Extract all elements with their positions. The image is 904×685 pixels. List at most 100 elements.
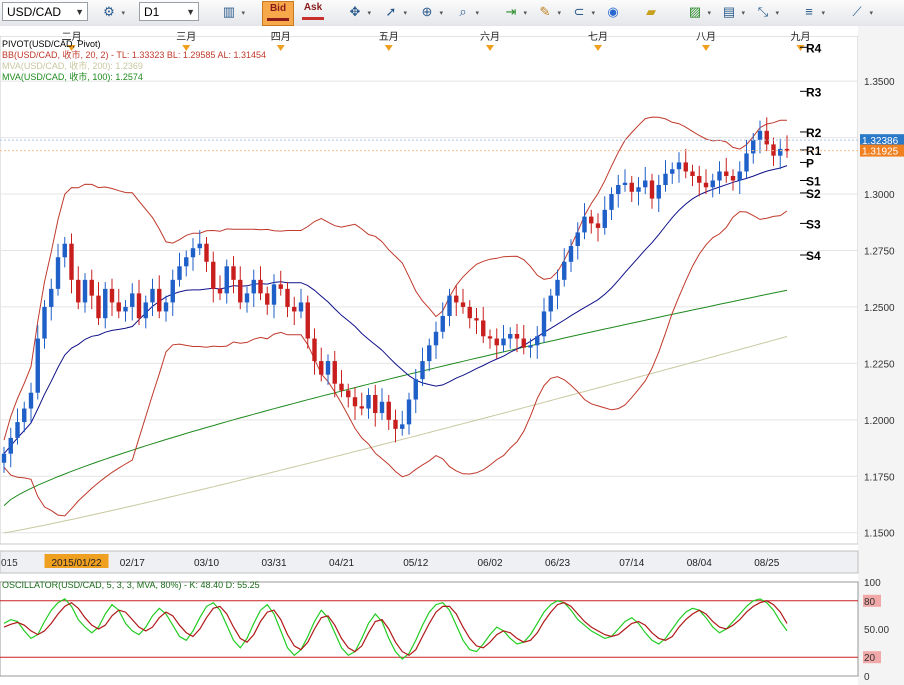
timeframe-select[interactable]: D1 ▼ xyxy=(139,2,199,21)
symbol-select[interactable]: USD/CAD ▼ xyxy=(2,2,88,21)
candle-body xyxy=(656,185,661,199)
candle-body xyxy=(413,379,418,400)
date-label: 07/14 xyxy=(619,558,644,569)
date-axis-bg xyxy=(0,550,859,574)
candle-body xyxy=(82,279,88,303)
candle-body xyxy=(737,171,742,181)
current-date-highlight xyxy=(44,554,109,568)
candle-body xyxy=(136,293,142,319)
bid-button[interactable]: Bid xyxy=(262,1,294,26)
candle-body xyxy=(62,243,67,258)
legend-entry: MVA(USD/CAD, 收市, 100): 1.2574 xyxy=(2,71,143,82)
crosshair-icon[interactable]: ✥ xyxy=(344,1,371,25)
candle-body xyxy=(703,182,709,188)
pivot-label: S1 xyxy=(806,174,821,188)
ask-button[interactable]: Ask xyxy=(298,1,328,24)
candle-body xyxy=(150,288,155,303)
candle-body xyxy=(427,345,432,362)
month-marker-icon xyxy=(796,45,805,51)
candle-body xyxy=(359,406,364,409)
zoom-in-icon[interactable]: ⊕ xyxy=(416,1,443,25)
cursor-icon[interactable]: ➚ xyxy=(380,1,407,25)
ruler-icon[interactable]: ▰ xyxy=(646,4,656,19)
candle-body xyxy=(332,361,337,384)
symbol-settings-icon[interactable]: ⚙ xyxy=(98,1,125,25)
candle-body xyxy=(784,148,790,152)
candle-body xyxy=(562,261,567,280)
price-tag-label: 1.31925 xyxy=(862,147,899,158)
candle-body xyxy=(204,243,209,262)
oscillator-tick-label: 20 xyxy=(864,653,876,664)
candle-body xyxy=(258,279,263,294)
date-label: 08/04 xyxy=(687,558,712,569)
level-tag xyxy=(863,651,881,664)
candle-body xyxy=(271,284,277,305)
candle-body xyxy=(771,144,776,156)
candle-body xyxy=(555,279,560,296)
candle-body xyxy=(49,288,54,307)
candle-body xyxy=(170,279,175,303)
candle-body xyxy=(123,306,128,312)
bid-underline xyxy=(267,18,289,21)
candle-body xyxy=(339,383,344,391)
pivot-label: R2 xyxy=(806,126,822,140)
candle-body xyxy=(103,288,108,319)
zoom-box-icon[interactable]: ⌕ xyxy=(452,1,479,25)
pivot-label: S3 xyxy=(806,217,821,231)
trendline-icon[interactable]: ⟋ xyxy=(846,1,873,25)
candle-body xyxy=(508,334,513,339)
candle-body xyxy=(454,295,459,303)
price-tag xyxy=(860,144,904,157)
candle-body xyxy=(109,288,115,303)
oscillator-k-line xyxy=(3,598,788,660)
candle-body xyxy=(724,171,729,176)
month-marker-icon xyxy=(276,45,285,51)
month-marker-icon xyxy=(182,45,191,51)
ask-label: Ask xyxy=(303,2,323,13)
bid-label: Bid xyxy=(269,3,287,14)
candle-body xyxy=(406,399,412,425)
y-tick-label: 1.1500 xyxy=(864,529,895,540)
globe-icon[interactable]: ◉ xyxy=(607,4,619,19)
candle-body xyxy=(751,139,756,154)
period-separator-icon[interactable]: ⇥ xyxy=(500,1,527,25)
drawing-icon[interactable]: ✎ xyxy=(534,1,561,25)
month-label: 二月 xyxy=(62,31,82,43)
candle-body xyxy=(211,261,216,289)
candle-body xyxy=(670,169,675,174)
template-icon[interactable]: ▤ xyxy=(718,1,745,25)
candle-body xyxy=(231,266,236,280)
scale-icon[interactable]: ⤡ xyxy=(752,1,779,25)
indicators-icon[interactable]: ≡ xyxy=(798,1,825,25)
chart-image-icon[interactable]: ▨ xyxy=(684,1,711,25)
candle-body xyxy=(278,284,283,289)
candle-body xyxy=(96,295,101,319)
bar-chart-type-icon[interactable]: ▥ xyxy=(218,1,245,25)
magnet-icon[interactable]: ⊂ xyxy=(568,1,595,25)
candle-body xyxy=(663,173,668,186)
candle-body xyxy=(217,288,223,294)
candle-body xyxy=(379,401,385,414)
candle-body xyxy=(386,401,391,420)
candle-body xyxy=(420,361,425,380)
candle-body xyxy=(238,279,243,303)
ask-underline xyxy=(302,17,324,20)
candle-body xyxy=(400,424,405,429)
month-bar-bg xyxy=(0,26,858,36)
candle-body xyxy=(352,397,358,407)
candle-body xyxy=(15,422,20,438)
candle-body xyxy=(366,394,371,409)
candle-body xyxy=(575,232,580,246)
candle-body xyxy=(622,182,628,186)
month-label: 六月 xyxy=(480,31,500,43)
candle-body xyxy=(244,293,250,303)
candle-body xyxy=(710,180,715,188)
toolbar: USD/CAD ▼ ⚙ D1 ▼ ▥ Bid Ask ✥ ➚ ⊕ ⌕ ⇥ ✎ ⊂… xyxy=(0,0,904,27)
candle-body xyxy=(568,245,574,262)
y-tick-label: 1.2250 xyxy=(864,359,895,370)
bb-middle-line xyxy=(3,165,788,455)
candle-body xyxy=(1,453,7,463)
month-label: 四月 xyxy=(271,31,291,43)
chart-area[interactable]: 1.35001.32501.30001.27501.25001.22501.20… xyxy=(0,26,904,685)
date-label: 2015/01/22 xyxy=(51,558,101,569)
